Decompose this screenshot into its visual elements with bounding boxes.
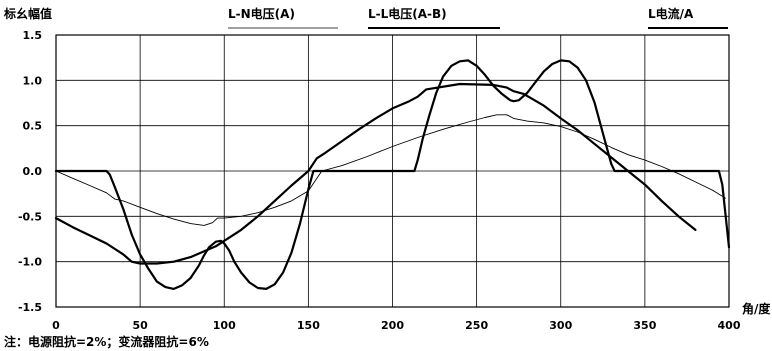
- y-tick-labels: -1.5 -1.0 -0.5 0.0 0.5 1.0 1.5: [18, 29, 42, 314]
- x-axis-label: 角/度: [742, 301, 771, 316]
- legend-label-ll: L-L电压(A-B): [368, 6, 447, 21]
- y-tick-label: -1.5: [18, 301, 42, 314]
- series-layer: [54, 59, 731, 290]
- x-tick-label: 50: [132, 319, 148, 332]
- x-tick-label: 0: [52, 319, 60, 332]
- x-tick-label: 350: [633, 319, 656, 332]
- y-tick-label: 0.5: [23, 120, 43, 133]
- series-line-ll-voltage: [54, 82, 697, 265]
- x-tick-label: 150: [297, 319, 320, 332]
- legend-label-ln: L-N电压(A): [228, 6, 295, 21]
- note: 注：电源阻抗=2%；变流器阻抗=6%: [4, 334, 209, 349]
- y-tick-label: 0.0: [23, 165, 43, 178]
- x-tick-label: 200: [381, 319, 404, 332]
- x-tick-labels: 0 50 100 150 200 250 300 350 400: [52, 319, 741, 332]
- legend-label-current: L电流/A: [648, 6, 694, 21]
- y-tick-label: -1.0: [18, 256, 42, 269]
- chart-title: 标幺幅值: [3, 6, 52, 21]
- y-tick-label: 1.5: [23, 29, 43, 42]
- x-tick-label: 400: [718, 319, 741, 332]
- series-line-current: [54, 59, 731, 290]
- x-tick-label: 100: [213, 319, 236, 332]
- y-tick-label: -0.5: [18, 210, 42, 223]
- legend: L-N电压(A) L-L电压(A-B) L电流/A: [228, 6, 728, 29]
- x-tick-label: 300: [549, 319, 572, 332]
- series-line-ln-voltage: [55, 114, 727, 226]
- x-tick-label: 250: [465, 319, 488, 332]
- y-tick-label: 1.0: [23, 74, 43, 87]
